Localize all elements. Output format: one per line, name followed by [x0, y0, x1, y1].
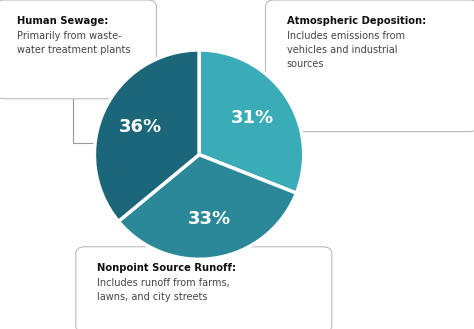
Text: 33%: 33%: [188, 210, 231, 228]
Text: Nonpoint Source Runoff:: Nonpoint Source Runoff:: [97, 263, 237, 273]
Wedge shape: [94, 50, 199, 221]
FancyBboxPatch shape: [76, 247, 332, 329]
FancyBboxPatch shape: [265, 0, 474, 132]
Text: 31%: 31%: [231, 109, 274, 127]
Text: Primarily from waste-
water treatment plants: Primarily from waste- water treatment pl…: [17, 31, 130, 55]
Text: 36%: 36%: [119, 118, 162, 136]
Text: Atmospheric Deposition:: Atmospheric Deposition:: [287, 16, 426, 26]
Text: Human Sewage:: Human Sewage:: [17, 16, 108, 26]
Wedge shape: [199, 50, 304, 193]
Wedge shape: [118, 155, 296, 259]
FancyBboxPatch shape: [0, 0, 156, 99]
Text: Includes runoff from farms,
lawns, and city streets: Includes runoff from farms, lawns, and c…: [97, 278, 230, 302]
Text: Includes emissions from
vehicles and industrial
sources: Includes emissions from vehicles and ind…: [287, 31, 405, 69]
